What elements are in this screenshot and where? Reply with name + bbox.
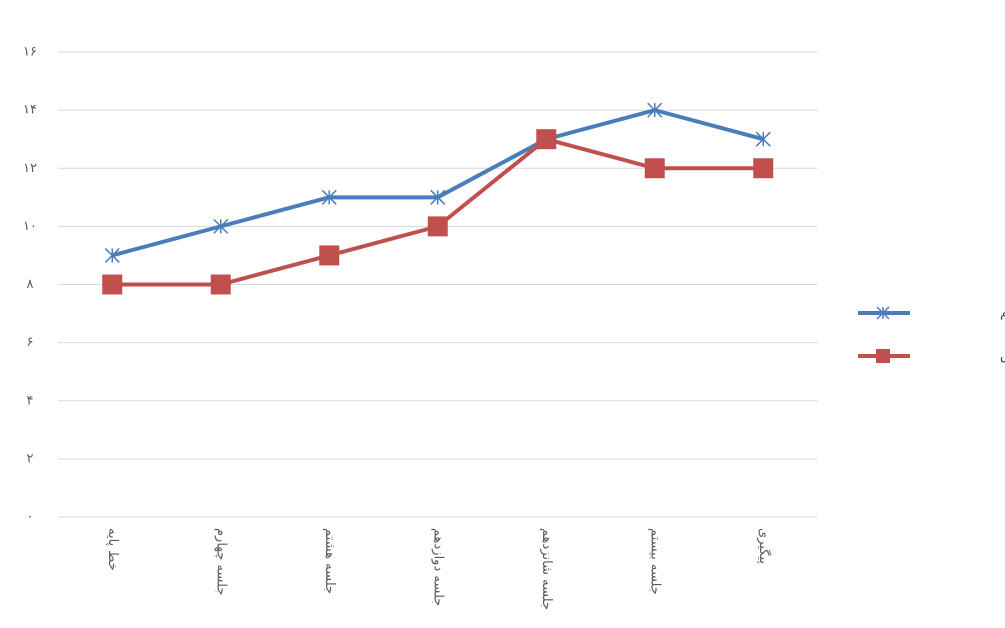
series-line: [112, 137, 764, 287]
legend-item: ارقام مستقیم: [858, 306, 1005, 321]
legend-label: ارقام مستقیم: [1000, 306, 1005, 321]
legend-marker: [876, 349, 890, 363]
data-point: [755, 131, 771, 147]
y-tick-label: ۶: [27, 335, 34, 350]
legend-marker: [876, 306, 890, 320]
data-point: [753, 158, 774, 179]
x-tick-label: جلسه شانزدهم: [539, 528, 554, 610]
data-point: [427, 216, 448, 237]
x-tick-label: خط پایه: [105, 528, 120, 571]
data-point: [644, 158, 665, 179]
y-tick-label: ۱۶: [23, 45, 37, 60]
data-point: [647, 102, 663, 118]
y-tick-label: ۱۰: [23, 219, 37, 234]
y-tick-label: ۲: [27, 451, 34, 466]
data-point: [104, 247, 120, 263]
y-tick-label: ۱۴: [23, 103, 37, 118]
x-tick-label: جلسه چهارم: [213, 528, 228, 595]
data-point: [102, 274, 123, 295]
y-tick-label: ۴: [27, 393, 34, 408]
y-tick-label: ۰: [27, 510, 34, 525]
data-point: [210, 274, 231, 295]
data-point: [536, 129, 557, 150]
legend-label: ارقام معکوس: [1000, 349, 1005, 364]
y-tick-label: ۱۲: [23, 161, 37, 176]
x-tick-label: جلسه هشتم: [322, 528, 337, 594]
x-tick-label: جلسه دوازدهم: [430, 528, 445, 606]
x-tick-label: پیگیری: [756, 528, 772, 564]
legend-item: ارقام معکوس: [858, 349, 1005, 364]
data-point: [430, 189, 446, 205]
data-point: [321, 189, 337, 205]
data-point: [213, 218, 229, 234]
data-point: [319, 245, 340, 266]
y-tick-label: ۸: [27, 277, 34, 292]
x-tick-label: جلسه بیستم: [647, 528, 662, 595]
